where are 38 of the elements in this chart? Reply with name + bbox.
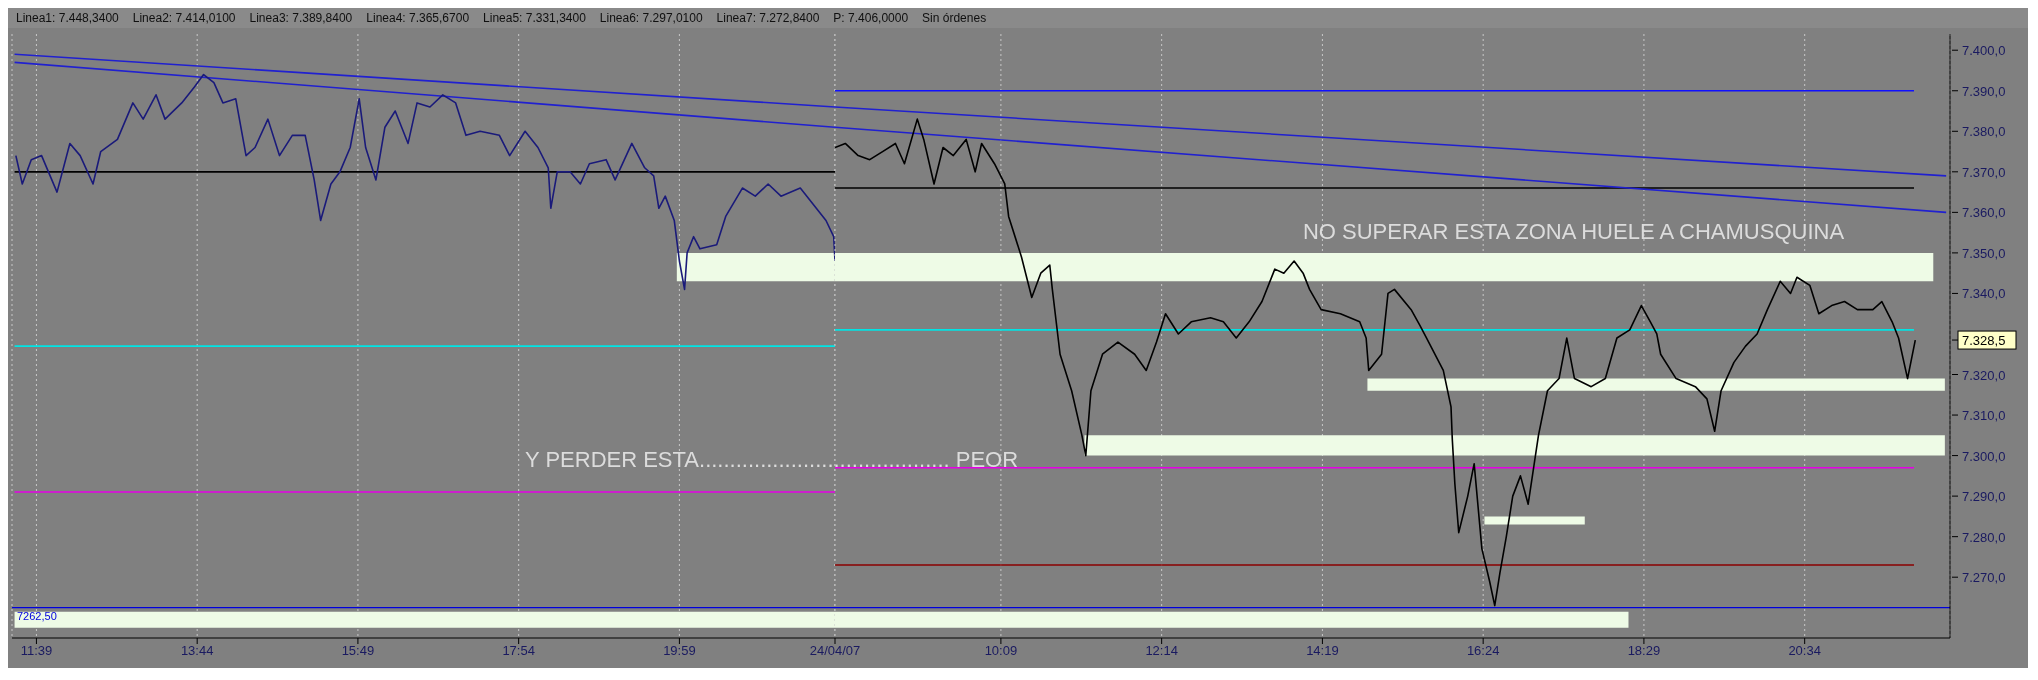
- text: Linea3: 7.389,8400: [249, 11, 353, 25]
- text: Linea6: 7.297,0100: [599, 11, 703, 25]
- y-tick-label: 7.350,0: [1962, 245, 2006, 261]
- x-tick-label: 17:54: [502, 643, 535, 659]
- x-tick-label: 10:09: [984, 643, 1018, 659]
- y-tick-label: 7.300,0: [1962, 448, 2006, 464]
- y-tick-label: 7.370,0: [1962, 164, 2006, 180]
- y-tick-label: 7.360,0: [1962, 205, 2006, 221]
- annotation: Y PERDER ESTA......................................... PEOR: [525, 447, 1019, 473]
- y-tick-label: 7.380,0: [1962, 124, 2006, 140]
- x-tick-label: 11:39: [20, 643, 53, 659]
- text: Linea7: 7.272,8400: [716, 11, 820, 25]
- x-tick-label: 15:49: [341, 643, 375, 659]
- y-tick-label: 7.310,0: [1962, 408, 2006, 424]
- y-tick-label: 7.280,0: [1962, 529, 2006, 545]
- x-tick-label: 24/04/07: [809, 643, 861, 659]
- text: P: 7.406,0000: [833, 11, 909, 25]
- text: Linea4: 7.365,6700: [366, 11, 470, 25]
- annotation: NO SUPERAR ESTA ZONA HUELE A CHAMUSQUINA: [1302, 218, 1845, 245]
- y-tick-label: 7.400,0: [1962, 43, 2006, 59]
- y-tick-label: 7.340,0: [1962, 286, 2006, 302]
- text: Sin órdenes: [922, 11, 987, 25]
- x-tick-label: 16:24: [1466, 643, 1500, 659]
- text: Linea5: 7.331,3400: [483, 11, 586, 25]
- x-tick-label: 14:19: [1306, 643, 1339, 659]
- x-tick-label: 20:34: [1788, 643, 1821, 659]
- y-tick-label: 7.328,5: [1962, 333, 2006, 349]
- y-tick-label: 7.270,0: [1962, 570, 2006, 586]
- x-tick-label: 12:14: [1145, 643, 1178, 659]
- y-tick-label: 7.320,0: [1962, 367, 2006, 383]
- x-tick-label: 19:59: [663, 643, 696, 659]
- ref-line-label: 7262,50: [17, 610, 57, 623]
- y-tick-label: 7.290,0: [1962, 489, 2006, 505]
- text: Linea2: 7.414,0100: [132, 11, 236, 25]
- x-tick-label: 18:29: [1627, 643, 1661, 659]
- text: Linea1: 7.448,3400: [16, 11, 119, 25]
- y-tick-label: 7.390,0: [1962, 83, 2006, 99]
- x-tick-label: 13:44: [180, 643, 214, 659]
